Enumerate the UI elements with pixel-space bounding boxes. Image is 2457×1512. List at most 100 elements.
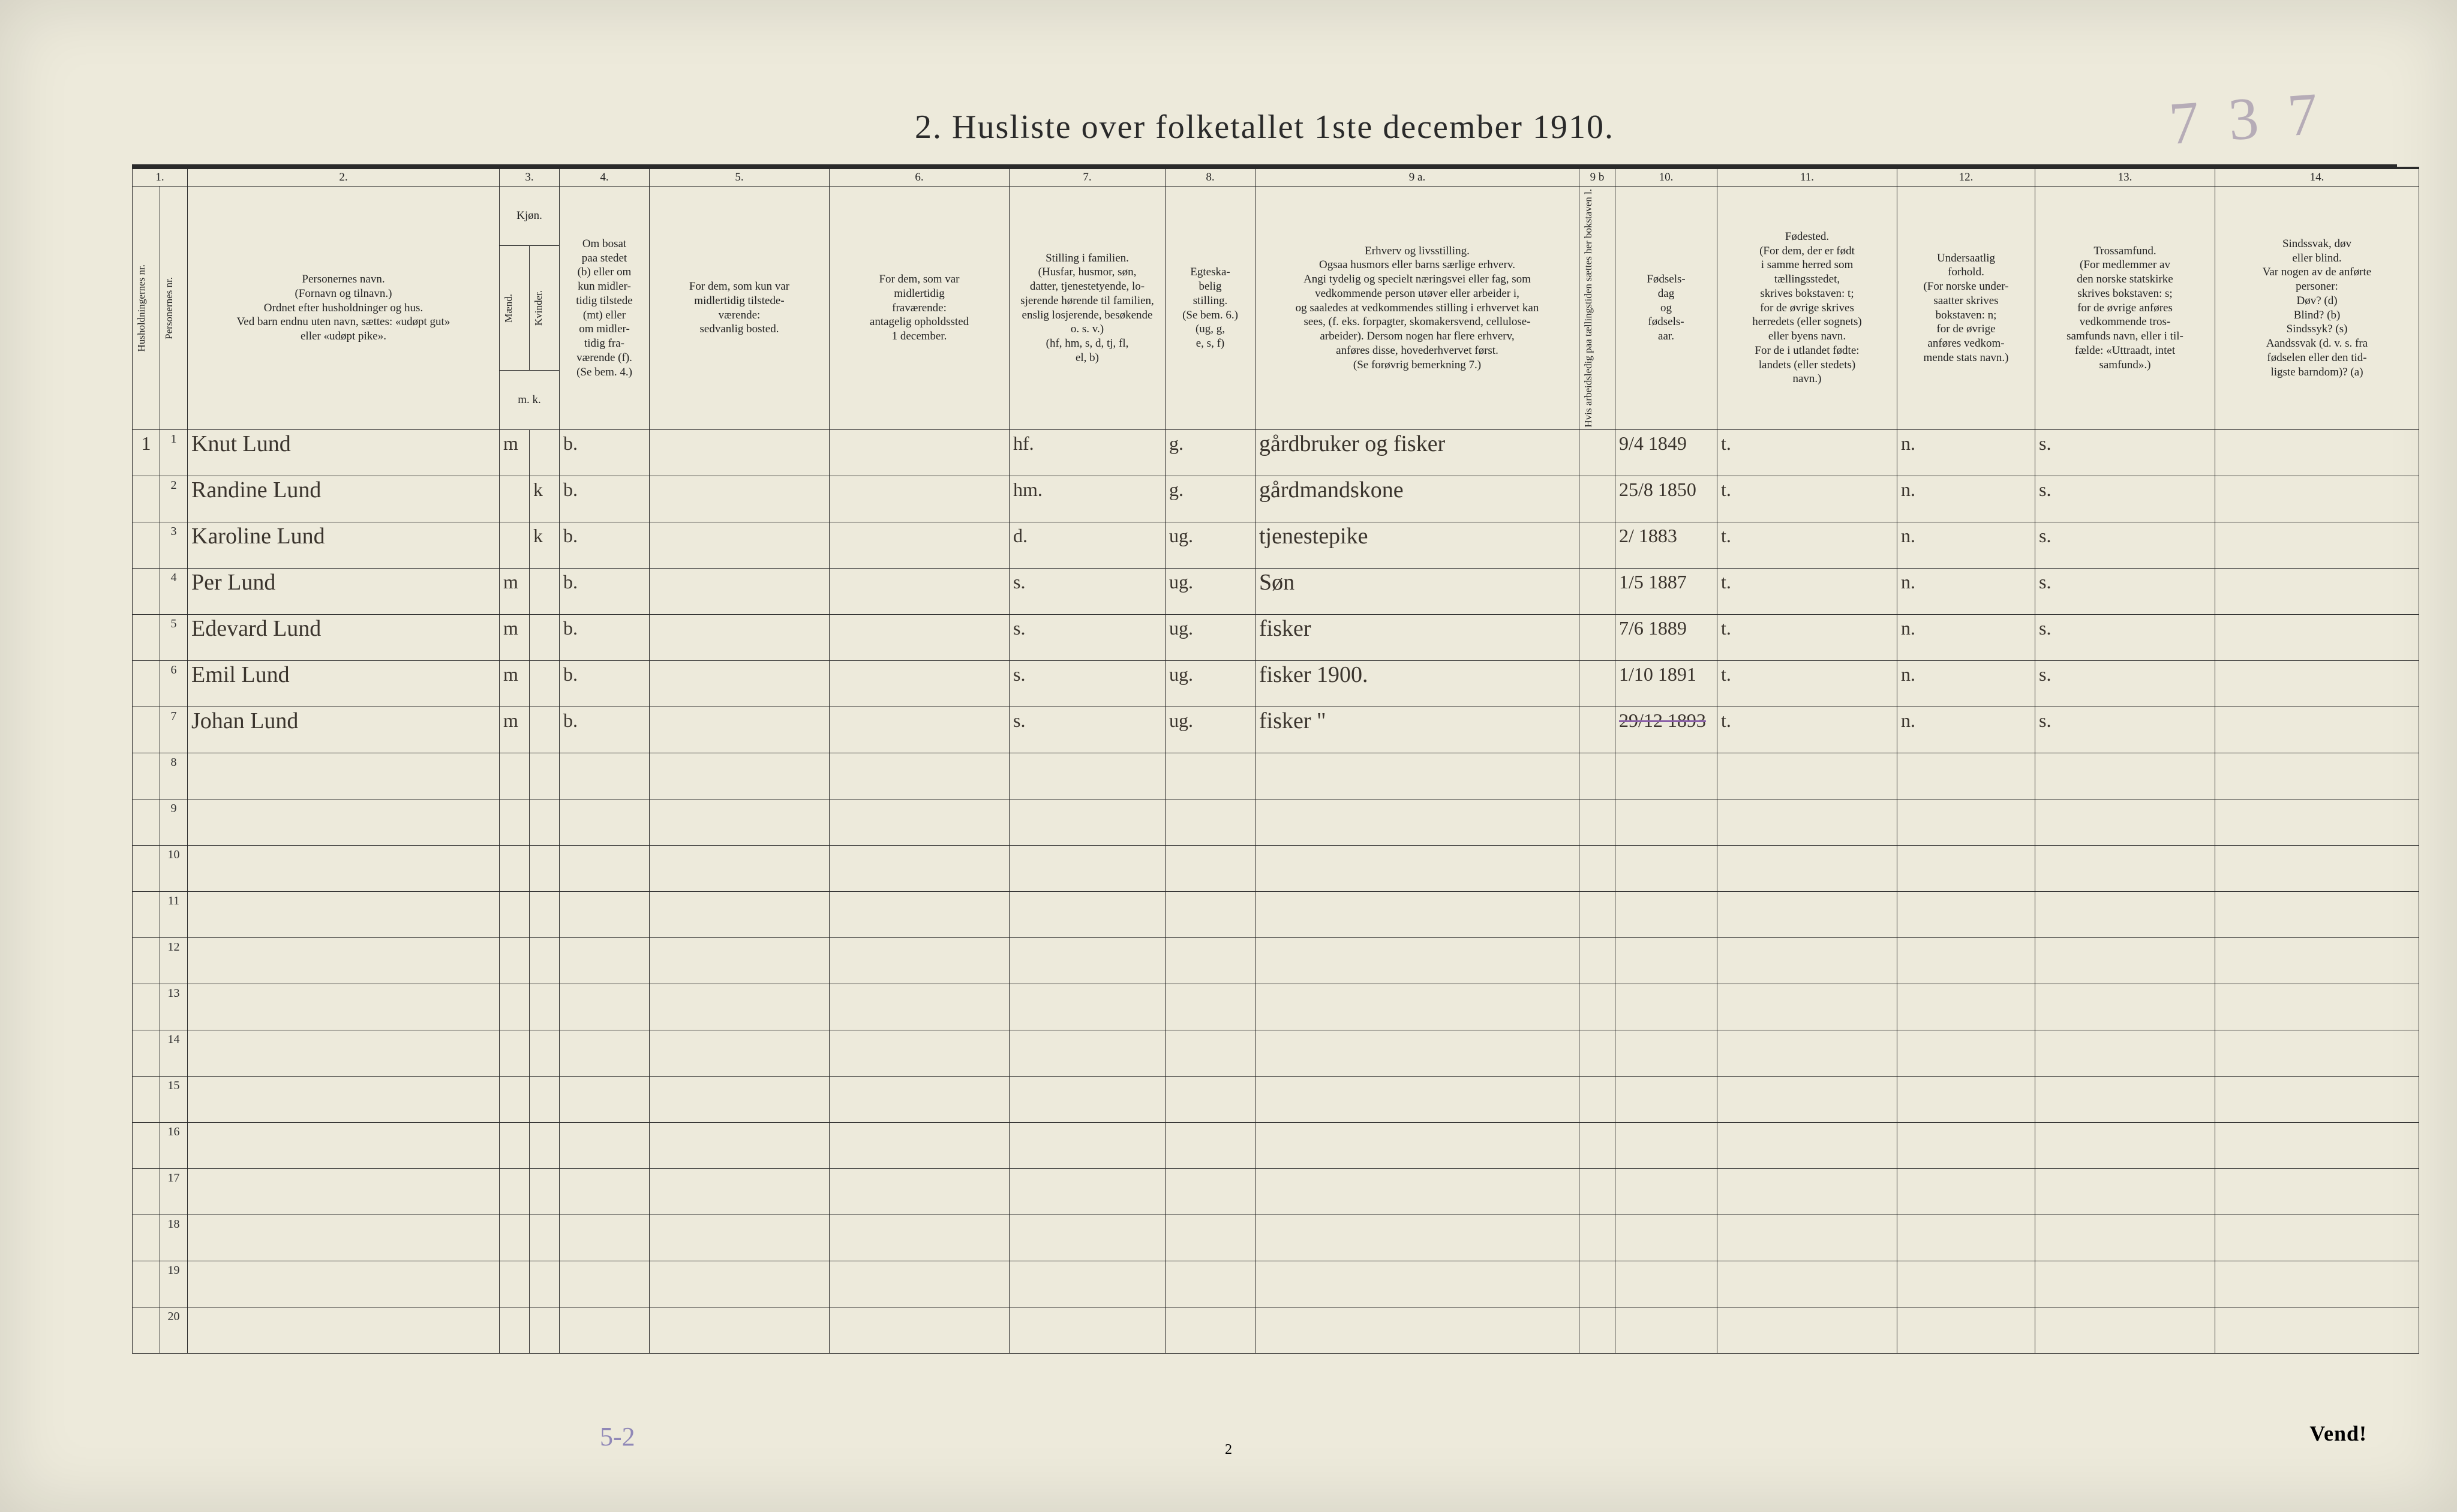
cell-born: 29/12 1893 xyxy=(1615,707,1717,753)
cell-empty xyxy=(1615,892,1717,938)
table-row: 12 xyxy=(133,938,2419,984)
cell-pnr: 5 xyxy=(160,615,188,661)
cell-empty xyxy=(2215,846,2419,892)
cell-empty xyxy=(830,1169,1010,1215)
cell-empty xyxy=(650,1169,830,1215)
cell-empty xyxy=(1897,1169,2035,1215)
cell-c14 xyxy=(2215,476,2419,522)
table-row: 3Karoline Lundkb.d.ug.tjenestepike2/ 188… xyxy=(133,522,2419,569)
cell-empty xyxy=(1897,1307,2035,1354)
cell-empty xyxy=(560,938,650,984)
cell-empty xyxy=(2035,1261,2215,1307)
cell-empty xyxy=(1897,892,2035,938)
cell-pnr: 2 xyxy=(160,476,188,522)
table-row: 9 xyxy=(133,799,2419,846)
cell-empty xyxy=(1255,846,1579,892)
cell-empty xyxy=(830,1123,1010,1169)
cell-res: b. xyxy=(560,615,650,661)
cell-sex-k: k xyxy=(530,476,560,522)
colnum-14: 14. xyxy=(2215,168,2419,186)
cell-pnr: 4 xyxy=(160,569,188,615)
cell-place: t. xyxy=(1717,707,1897,753)
hdr-navn: Personernes navn. (Fornavn og tilnavn.) … xyxy=(188,186,500,430)
cell-empty xyxy=(830,1307,1010,1354)
cell-empty xyxy=(2035,892,2215,938)
cell-c5 xyxy=(650,661,830,707)
cell-pnr: 11 xyxy=(160,892,188,938)
cell-fam: s. xyxy=(1010,707,1166,753)
cell-empty xyxy=(1010,984,1166,1030)
cell-empty xyxy=(1010,1215,1166,1261)
cell-born: 25/8 1850 xyxy=(1615,476,1717,522)
census-form-page: 7 3 7 2. Husliste over folketallet 1ste … xyxy=(0,0,2457,1512)
cell-empty xyxy=(1255,1030,1579,1077)
cell-empty xyxy=(1579,1261,1615,1307)
table-row: 5Edevard Lundmb.s.ug.fisker7/6 1889t.n.s… xyxy=(133,615,2419,661)
cell-pnr: 9 xyxy=(160,799,188,846)
cell-empty xyxy=(1166,1123,1255,1169)
cell-hnr xyxy=(133,522,160,569)
cell-empty xyxy=(2215,799,2419,846)
cell-empty xyxy=(560,984,650,1030)
cell-mar: ug. xyxy=(1166,661,1255,707)
cell-pnr: 10 xyxy=(160,846,188,892)
cell-c6 xyxy=(830,707,1010,753)
cell-empty xyxy=(1010,1261,1166,1307)
cell-empty xyxy=(188,753,500,799)
cell-sex-k xyxy=(530,661,560,707)
cell-empty xyxy=(1717,1307,1897,1354)
cell-rel: s. xyxy=(2035,661,2215,707)
cell-empty xyxy=(1717,799,1897,846)
table-row: 18 xyxy=(133,1215,2419,1261)
cell-empty xyxy=(2215,1261,2419,1307)
cell-empty xyxy=(650,799,830,846)
cell-empty xyxy=(1615,1169,1717,1215)
cell-c6 xyxy=(830,615,1010,661)
cell-empty xyxy=(2215,753,2419,799)
cell-empty xyxy=(2215,1169,2419,1215)
cell-sex-k xyxy=(530,430,560,476)
hdr-kjon: Kjøn. xyxy=(500,186,560,246)
cell-empty xyxy=(1166,799,1255,846)
cell-empty xyxy=(1255,1261,1579,1307)
table-row: 11 xyxy=(133,892,2419,938)
cell-born: 1/5 1887 xyxy=(1615,569,1717,615)
pencil-note: 5-2 xyxy=(600,1421,635,1452)
cell-empty xyxy=(500,846,530,892)
cell-nat: n. xyxy=(1897,707,2035,753)
table-row: 4Per Lundmb.s.ug.Søn1/5 1887t.n.s. xyxy=(133,569,2419,615)
cell-empty xyxy=(1897,799,2035,846)
cell-nat: n. xyxy=(1897,661,2035,707)
cell-name: Per Lund xyxy=(188,569,500,615)
cell-empty xyxy=(830,1215,1010,1261)
cell-c5 xyxy=(650,476,830,522)
hdr-fodested: Fødested. (For dem, der er født i samme … xyxy=(1717,186,1897,430)
cell-empty xyxy=(1897,1123,2035,1169)
hdr-midl-fravaer: For dem, som var midlertidig fraværende:… xyxy=(830,186,1010,430)
cell-empty xyxy=(530,1215,560,1261)
cell-born: 1/10 1891 xyxy=(1615,661,1717,707)
cell-empty xyxy=(500,1215,530,1261)
cell-c6 xyxy=(830,569,1010,615)
cell-occ: fisker " xyxy=(1255,707,1579,753)
cell-empty xyxy=(1615,1077,1717,1123)
cell-pnr: 16 xyxy=(160,1123,188,1169)
hdr-egteskab: Egteska- belig stilling. (Se bem. 6.) (u… xyxy=(1166,186,1255,430)
cell-hnr xyxy=(133,1030,160,1077)
cell-empty xyxy=(1717,1261,1897,1307)
cell-empty xyxy=(2035,1030,2215,1077)
cell-empty xyxy=(1615,753,1717,799)
cell-empty xyxy=(830,846,1010,892)
cell-empty xyxy=(650,753,830,799)
cell-empty xyxy=(188,1077,500,1123)
cell-empty xyxy=(2215,984,2419,1030)
cell-empty xyxy=(1255,753,1579,799)
cell-empty xyxy=(530,1307,560,1354)
cell-occ: gårdbruker og fisker xyxy=(1255,430,1579,476)
cell-empty xyxy=(1897,938,2035,984)
cell-empty xyxy=(1897,984,2035,1030)
cell-empty xyxy=(530,1261,560,1307)
cell-l xyxy=(1579,522,1615,569)
cell-place: t. xyxy=(1717,522,1897,569)
cell-empty xyxy=(1615,1215,1717,1261)
